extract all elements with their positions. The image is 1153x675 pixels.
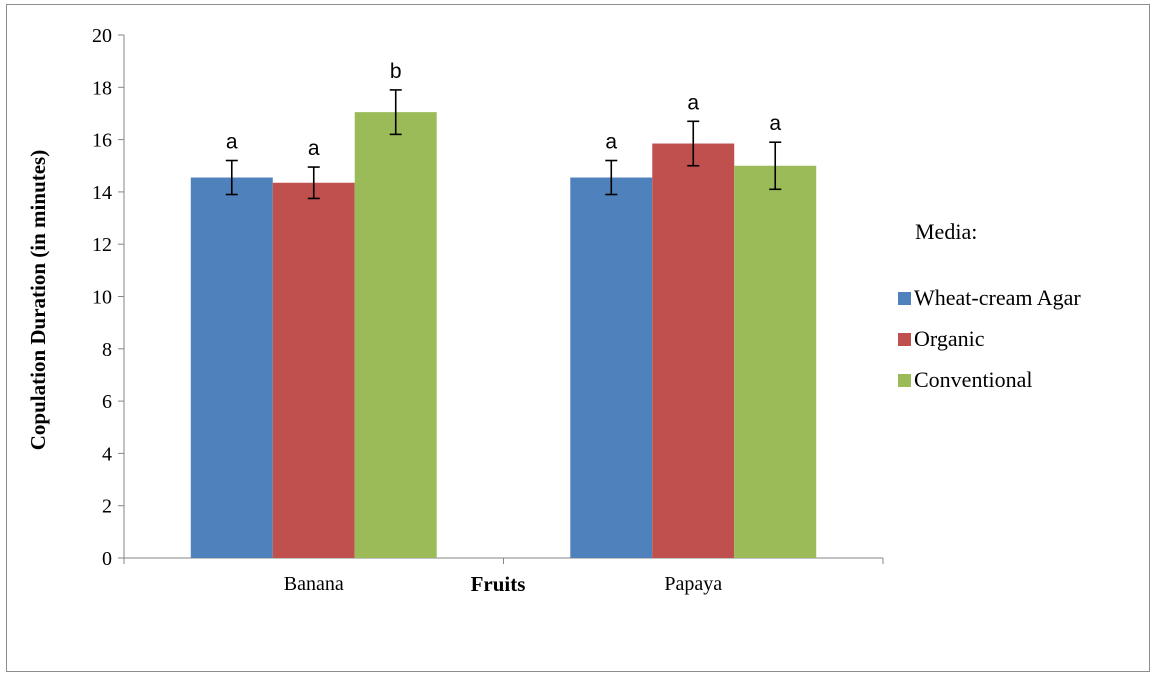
- legend-label: Wheat-cream Agar: [914, 285, 1081, 310]
- y-tick-label: 4: [102, 443, 112, 465]
- y-tick-label: 20: [92, 25, 112, 47]
- x-axis-label: Fruits: [471, 572, 526, 596]
- significance-labels: a a a a b a: [226, 60, 781, 160]
- y-tick-label: 6: [102, 391, 112, 413]
- bar-wheat-cream-agar: [570, 177, 653, 558]
- significance-letter: a: [769, 112, 781, 135]
- y-tick-label: 18: [92, 77, 112, 99]
- significance-letter: a: [605, 131, 617, 154]
- y-tick-label: 14: [92, 182, 112, 204]
- legend-label: Conventional: [914, 367, 1033, 392]
- y-tick-label: 16: [92, 130, 112, 152]
- y-tick-label: 8: [102, 339, 112, 361]
- y-tick-label: 2: [102, 496, 112, 518]
- legend: Media: Wheat-cream Agar Organic Convention…: [898, 219, 1081, 392]
- x-tick-label: Banana: [284, 573, 344, 595]
- bar-conventional: [734, 165, 817, 558]
- significance-letter: a: [308, 137, 320, 160]
- bars: [190, 112, 817, 558]
- significance-letter: b: [390, 60, 402, 83]
- tick-labels: 0 2 4 6 8 10 12 14 16 18 20 Banana Papaya: [92, 25, 722, 595]
- y-tick-label: 12: [92, 234, 112, 256]
- legend-title: Media:: [915, 219, 977, 244]
- bar-organic: [652, 143, 735, 558]
- legend-swatch: [898, 333, 911, 346]
- y-tick-label: 10: [92, 287, 112, 309]
- y-tick-label: 0: [102, 548, 112, 570]
- significance-letter: a: [687, 91, 699, 114]
- significance-letter: a: [226, 131, 238, 154]
- chart-frame: a a a a b a 0 2 4 6 8 10 12 14 16 18 20 Banana Papaya Fru…: [6, 4, 1150, 672]
- y-axis-label: Copulation Duration (in minutes): [26, 150, 50, 450]
- bar-organic: [272, 182, 355, 558]
- legend-label: Organic: [914, 326, 985, 351]
- bar-chart: a a a a b a 0 2 4 6 8 10 12 14 16 18 20 Banana Papaya Fru…: [26, 25, 1081, 596]
- legend-swatch: [898, 374, 911, 387]
- error-bars: [225, 89, 782, 200]
- bar-wheat-cream-agar: [190, 177, 273, 558]
- bar-conventional: [354, 112, 437, 558]
- legend-swatch: [898, 292, 911, 305]
- x-tick-label: Papaya: [664, 573, 722, 595]
